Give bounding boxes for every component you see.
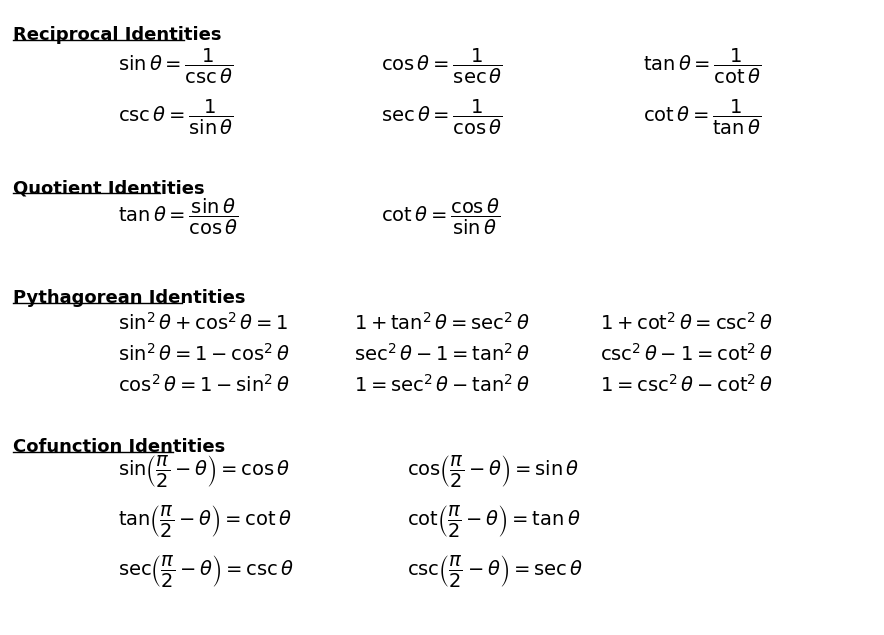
- Text: $\sin\!\left(\dfrac{\pi}{2} - \theta\right) = \cos\theta$: $\sin\!\left(\dfrac{\pi}{2} - \theta\rig…: [118, 453, 290, 489]
- Text: $\sec\!\left(\dfrac{\pi}{2} - \theta\right) = \csc\theta$: $\sec\!\left(\dfrac{\pi}{2} - \theta\rig…: [118, 553, 293, 589]
- Text: $\tan\theta = \dfrac{\sin\theta}{\cos\theta}$: $\tan\theta = \dfrac{\sin\theta}{\cos\th…: [118, 197, 239, 237]
- Text: $\sin^2\theta + \cos^2\theta = 1$: $\sin^2\theta + \cos^2\theta = 1$: [118, 312, 288, 333]
- Text: Cofunction Identities: Cofunction Identities: [13, 438, 225, 456]
- Text: $1 = \sec^2\theta - \tan^2\theta$: $1 = \sec^2\theta - \tan^2\theta$: [354, 374, 530, 396]
- Text: $\cot\!\left(\dfrac{\pi}{2} - \theta\right) = \tan\theta$: $\cot\!\left(\dfrac{\pi}{2} - \theta\rig…: [407, 503, 581, 539]
- Text: $\cos\!\left(\dfrac{\pi}{2} - \theta\right) = \sin\theta$: $\cos\!\left(\dfrac{\pi}{2} - \theta\rig…: [407, 453, 579, 489]
- Text: $\csc\theta = \dfrac{1}{\sin\theta}$: $\csc\theta = \dfrac{1}{\sin\theta}$: [118, 97, 233, 137]
- Text: $\cos\theta = \dfrac{1}{\sec\theta}$: $\cos\theta = \dfrac{1}{\sec\theta}$: [381, 47, 502, 86]
- Text: $\sin^2\theta = 1 - \cos^2\theta$: $\sin^2\theta = 1 - \cos^2\theta$: [118, 343, 290, 364]
- Text: $1 + \tan^2\theta = \sec^2\theta$: $1 + \tan^2\theta = \sec^2\theta$: [354, 312, 530, 333]
- Text: Quotient Identities: Quotient Identities: [13, 180, 204, 197]
- Text: $\sec\theta = \dfrac{1}{\cos\theta}$: $\sec\theta = \dfrac{1}{\cos\theta}$: [381, 97, 502, 137]
- Text: $\tan\theta = \dfrac{1}{\cot\theta}$: $\tan\theta = \dfrac{1}{\cot\theta}$: [644, 47, 762, 86]
- Text: $1 = \csc^2\theta - \cot^2\theta$: $1 = \csc^2\theta - \cot^2\theta$: [599, 374, 773, 396]
- Text: $\csc\!\left(\dfrac{\pi}{2} - \theta\right) = \sec\theta$: $\csc\!\left(\dfrac{\pi}{2} - \theta\rig…: [407, 553, 583, 589]
- Text: Pythagorean Identities: Pythagorean Identities: [13, 290, 246, 307]
- Text: $\tan\!\left(\dfrac{\pi}{2} - \theta\right) = \cot\theta$: $\tan\!\left(\dfrac{\pi}{2} - \theta\rig…: [118, 503, 292, 539]
- Text: $\cos^2\theta = 1 - \sin^2\theta$: $\cos^2\theta = 1 - \sin^2\theta$: [118, 374, 290, 396]
- Text: $1 + \cot^2\theta = \csc^2\theta$: $1 + \cot^2\theta = \csc^2\theta$: [599, 312, 773, 333]
- Text: $\cot\theta = \dfrac{1}{\tan\theta}$: $\cot\theta = \dfrac{1}{\tan\theta}$: [644, 97, 762, 137]
- Text: $\csc^2\theta - 1 = \cot^2\theta$: $\csc^2\theta - 1 = \cot^2\theta$: [599, 343, 773, 364]
- Text: $\sin\theta = \dfrac{1}{\csc\theta}$: $\sin\theta = \dfrac{1}{\csc\theta}$: [118, 47, 233, 86]
- Text: $\cot\theta = \dfrac{\cos\theta}{\sin\theta}$: $\cot\theta = \dfrac{\cos\theta}{\sin\th…: [381, 197, 500, 237]
- Text: Reciprocal Identities: Reciprocal Identities: [13, 26, 221, 44]
- Text: $\sec^2\theta - 1 = \tan^2\theta$: $\sec^2\theta - 1 = \tan^2\theta$: [354, 343, 530, 364]
